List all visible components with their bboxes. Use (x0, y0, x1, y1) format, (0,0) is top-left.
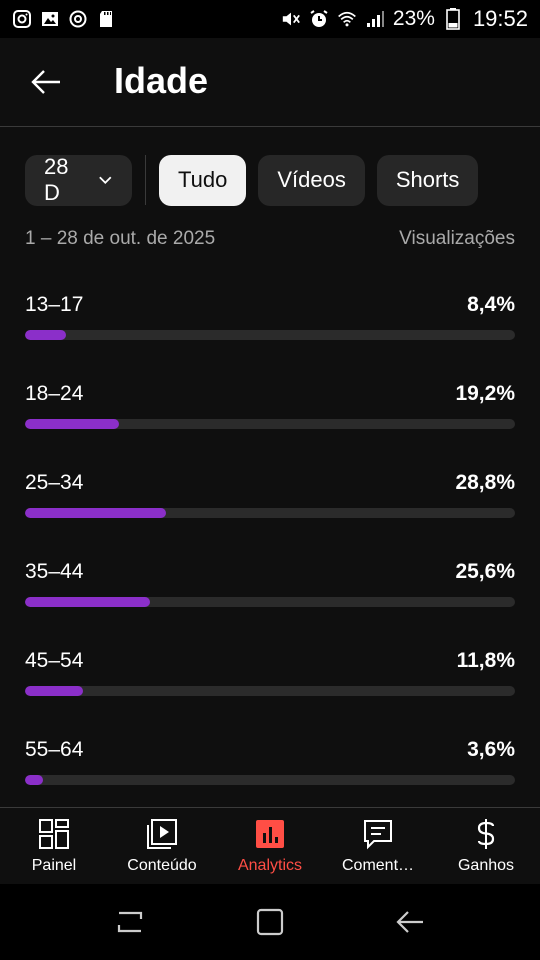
gallery-icon (40, 9, 60, 29)
summary-row: 1 – 28 de out. de 2025 Visualizações (25, 228, 515, 250)
age-label: 55–64 (25, 738, 84, 761)
bar-fill (25, 775, 43, 785)
recents-button[interactable] (110, 902, 150, 942)
analytics-icon (253, 817, 287, 851)
bar-track (25, 597, 515, 607)
recents-icon (117, 911, 143, 933)
chip-tudo[interactable]: Tudo (159, 154, 247, 206)
arrow-left-icon (31, 70, 60, 94)
nav-label: Conteúdo (127, 857, 197, 874)
bar-fill (25, 686, 83, 696)
alarm-icon (309, 9, 329, 29)
bar-fill (25, 508, 167, 518)
signal-icon (365, 9, 385, 29)
nav-comentarios[interactable]: Coment… (324, 808, 432, 884)
age-value: 19,2% (455, 382, 515, 405)
back-button[interactable] (26, 64, 66, 100)
age-row: 25–34 28,8% (25, 468, 515, 557)
bar-track (25, 419, 515, 429)
bar-track (25, 775, 515, 785)
bar-track (25, 330, 515, 340)
chip-label: Shorts (395, 167, 460, 192)
content-icon (145, 817, 179, 851)
status-bar: 23% 19:52 (0, 0, 540, 38)
filter-divider (145, 155, 146, 205)
battery-icon (443, 8, 463, 30)
age-label: 18–24 (25, 382, 84, 405)
chip-videos[interactable]: Vídeos (258, 154, 365, 206)
nav-painel[interactable]: Painel (0, 808, 108, 884)
age-label: 35–44 (25, 560, 84, 583)
bar-track (25, 508, 515, 518)
back-nav-button[interactable] (390, 902, 430, 942)
nav-label: Painel (31, 857, 77, 874)
instagram-icon (12, 9, 32, 29)
period-label: 28 D (44, 154, 69, 205)
age-value: 11,8% (456, 649, 515, 672)
chip-label: Tudo (178, 167, 228, 192)
bar-fill (25, 419, 120, 429)
age-row: 18–24 19,2% (25, 379, 515, 468)
nav-analytics[interactable]: Analytics (216, 808, 324, 884)
comments-icon (361, 817, 395, 851)
status-right: 23% 19:52 (281, 6, 528, 32)
metric-label: Visualizações (399, 228, 515, 249)
nav-conteudo[interactable]: Conteúdo (108, 808, 216, 884)
status-left (12, 9, 116, 29)
app-header: Idade (0, 38, 540, 127)
bar-fill (25, 330, 67, 340)
back-icon (396, 911, 423, 933)
age-label: 45–54 (25, 649, 84, 672)
age-label: 13–17 (25, 293, 84, 316)
dashboard-icon (37, 817, 71, 851)
age-list: 13–17 8,4% 18–24 19,2% 25–34 28,8% 35–44… (25, 290, 515, 824)
nav-ganhos[interactable]: Ganhos (432, 808, 540, 884)
bottom-nav: Painel Conteúdo Analytics Coment… Ganhos (0, 807, 540, 884)
period-dropdown[interactable]: 28 D (25, 154, 132, 206)
age-row: 45–54 11,8% (25, 646, 515, 735)
wifi-icon (337, 9, 357, 29)
age-label: 25–34 (25, 471, 84, 494)
page-title: Idade (114, 60, 209, 101)
sync-icon (68, 9, 88, 29)
clock: 19:52 (472, 6, 528, 31)
age-row: 55–64 3,6% (25, 735, 515, 824)
age-value: 8,4% (467, 293, 515, 316)
system-nav (0, 884, 540, 960)
nav-label: Analytics (237, 857, 303, 874)
nav-label: Coment… (341, 857, 415, 874)
home-button[interactable] (250, 902, 290, 942)
age-value: 25,6% (455, 560, 515, 583)
age-value: 28,8% (455, 471, 515, 494)
nav-label: Ganhos (457, 857, 515, 874)
sd-card-icon (96, 9, 116, 29)
age-row: 35–44 25,6% (25, 557, 515, 646)
battery-percent: 23% (392, 7, 435, 30)
earnings-icon (469, 817, 503, 851)
bar-track (25, 686, 515, 696)
home-icon (256, 908, 284, 936)
mute-icon (281, 9, 301, 29)
date-range: 1 – 28 de out. de 2025 (25, 228, 216, 249)
filter-bar: 28 D Tudo Vídeos Shorts (25, 154, 490, 206)
chevron-down-icon (99, 176, 112, 185)
bar-fill (25, 597, 151, 607)
chip-label: Vídeos (277, 167, 346, 192)
age-row: 13–17 8,4% (25, 290, 515, 379)
age-value: 3,6% (467, 738, 515, 761)
chip-shorts[interactable]: Shorts (376, 154, 479, 206)
